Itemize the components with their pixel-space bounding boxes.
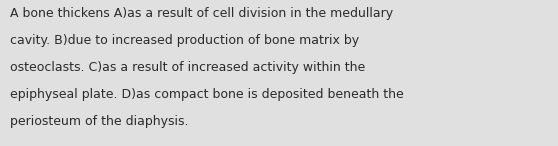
Text: cavity. B)due to increased production of bone matrix by: cavity. B)due to increased production of… <box>10 34 359 47</box>
Text: A bone thickens A)as a result of cell division in the medullary: A bone thickens A)as a result of cell di… <box>10 7 393 20</box>
Text: periosteum of the diaphysis.: periosteum of the diaphysis. <box>10 115 189 128</box>
Text: osteoclasts. C)as a result of increased activity within the: osteoclasts. C)as a result of increased … <box>10 61 365 74</box>
Text: epiphyseal plate. D)as compact bone is deposited beneath the: epiphyseal plate. D)as compact bone is d… <box>10 88 404 101</box>
